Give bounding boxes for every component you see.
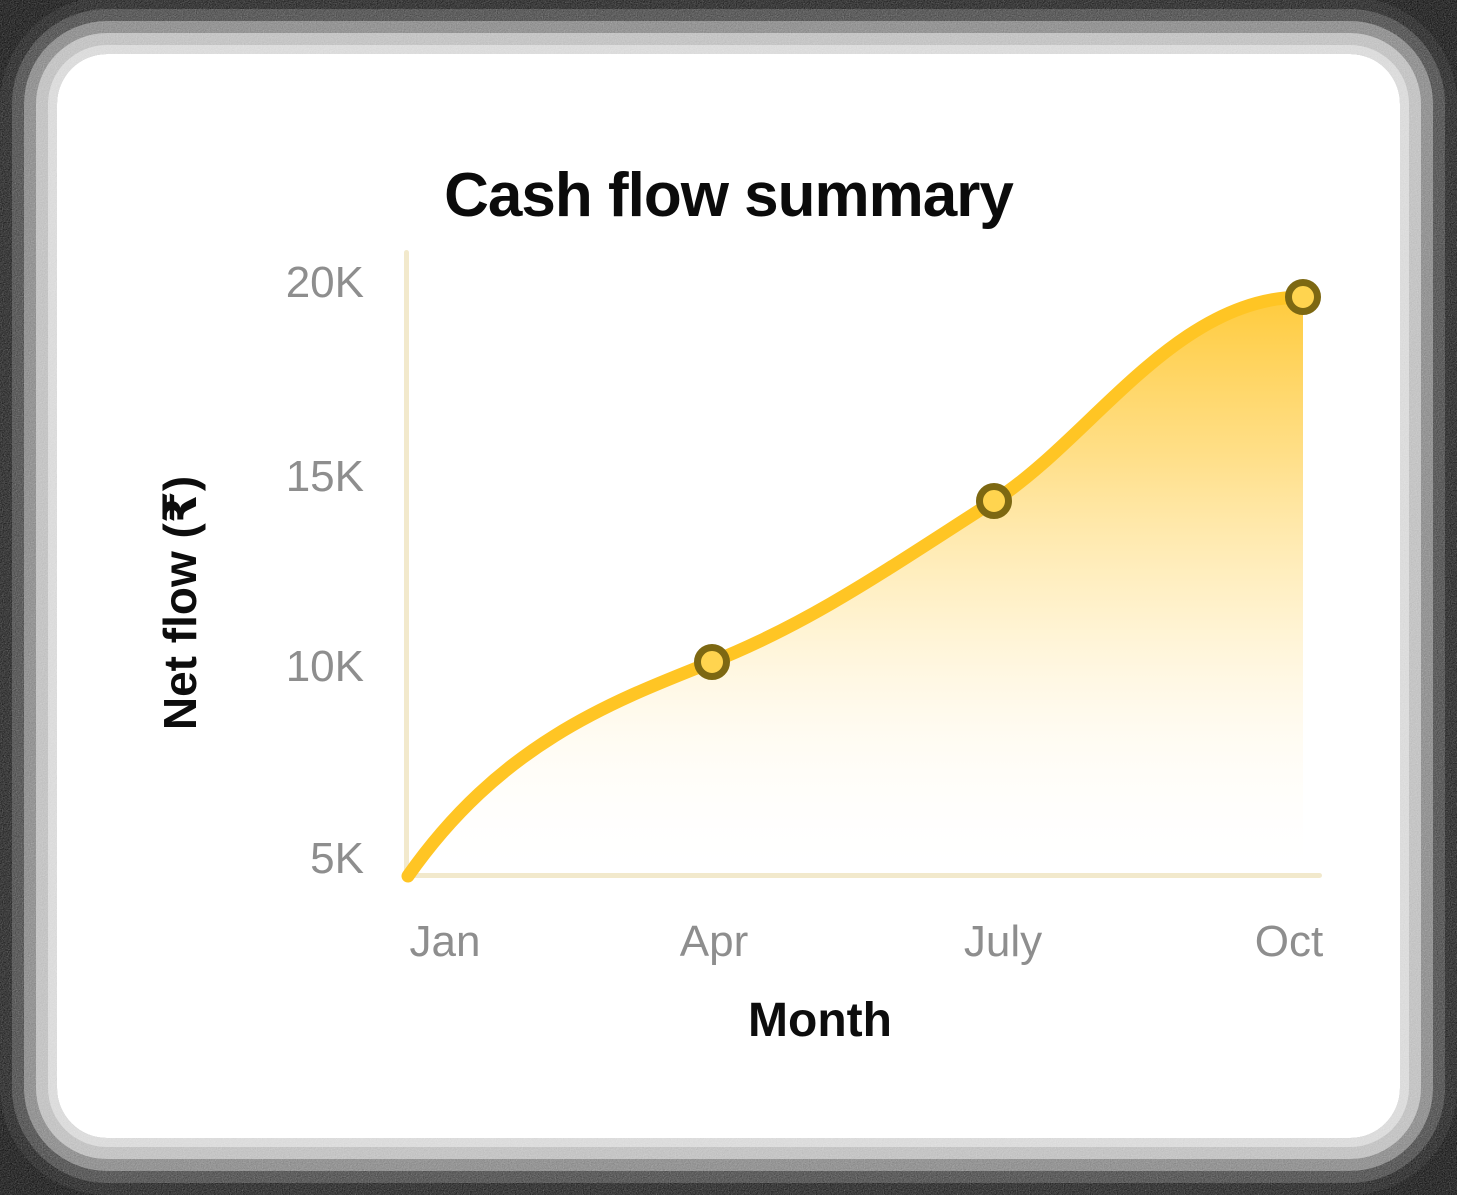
- y-axis-label: Net flow (₹): [154, 475, 206, 731]
- chart-title: Cash flow summary: [444, 161, 1014, 230]
- x-tick-oct: Oct: [1254, 917, 1324, 966]
- y-axis-line: [404, 250, 409, 878]
- x-tick-apr: Apr: [679, 917, 749, 966]
- data-point-july: [976, 483, 1012, 519]
- x-axis-label: Month: [748, 994, 892, 1047]
- x-tick-jan: Jan: [409, 917, 481, 966]
- data-point-apr: [694, 644, 730, 680]
- data-point-oct: [1285, 279, 1321, 315]
- x-tick-july: July: [963, 917, 1043, 966]
- y-tick-5k: 5K: [310, 834, 364, 883]
- y-tick-20k: 20K: [285, 258, 364, 307]
